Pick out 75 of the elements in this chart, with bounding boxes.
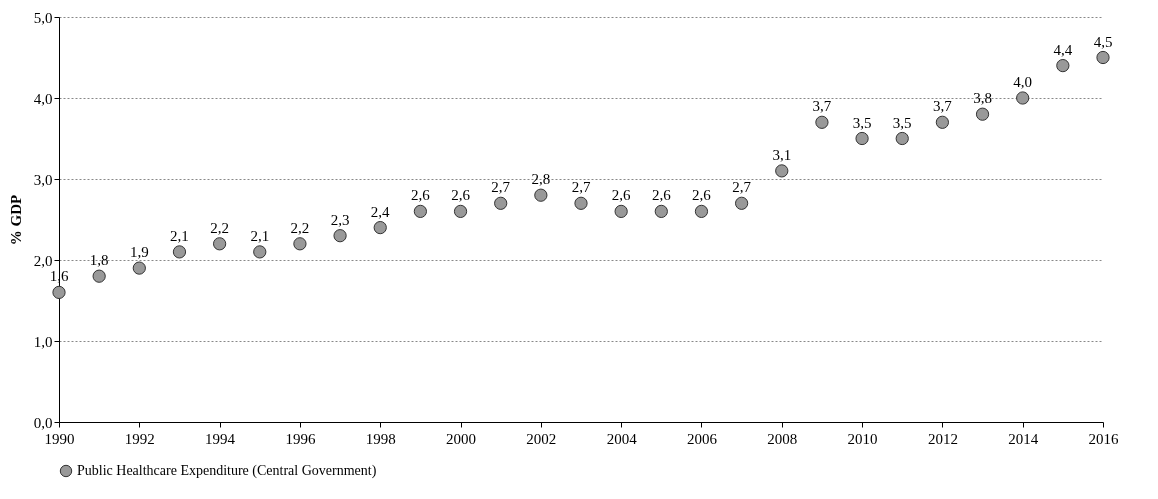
x-tick-label: 2006	[686, 430, 718, 447]
point	[574, 196, 588, 210]
x-tick-label: 2014	[1008, 430, 1039, 447]
data-label: 4,5	[1093, 33, 1113, 50]
data-label: 4,0	[1013, 74, 1033, 90]
x-tick-label: 1992	[124, 430, 155, 447]
point	[333, 229, 347, 243]
data-label: 3,7	[812, 98, 832, 115]
point	[92, 269, 106, 283]
data-label: 3,5	[852, 114, 872, 131]
data-label: 3,1	[772, 146, 792, 163]
x-tick-label: 1998	[365, 430, 396, 447]
point	[172, 245, 187, 259]
point	[253, 245, 267, 259]
point	[494, 196, 508, 210]
point	[855, 131, 869, 146]
point	[935, 115, 950, 129]
data-label: 2,6	[411, 187, 431, 204]
point	[212, 237, 227, 251]
x-tick-label: 1996	[285, 430, 316, 447]
y-axis-title: % GDP	[7, 194, 24, 246]
point	[534, 188, 548, 202]
data-label: 3,8	[973, 90, 992, 107]
data-label: 2,6	[651, 187, 672, 204]
data-label: 2,7	[491, 179, 511, 196]
y-tick-label: 5,0	[33, 9, 53, 26]
point	[1056, 58, 1070, 73]
data-label: 2,3	[330, 211, 350, 228]
data-label: 2,6	[611, 187, 632, 204]
point	[775, 164, 789, 178]
point	[132, 261, 146, 275]
y-tick-label: 0,0	[33, 414, 53, 431]
x-tick-label: 2004	[606, 430, 638, 447]
point	[975, 107, 990, 121]
y-tick-label: 3,0	[33, 171, 53, 188]
point	[413, 204, 428, 219]
data-label: 2,7	[571, 179, 591, 196]
data-label: 2,1	[250, 227, 270, 244]
point	[734, 196, 749, 210]
point	[293, 237, 307, 251]
data-label: 2,1	[170, 227, 189, 244]
y-tick-label: 2,0	[33, 252, 53, 269]
point	[694, 204, 709, 219]
data-label: 2,2	[210, 219, 229, 236]
x-tick-label: 1994	[205, 430, 236, 447]
x-tick-label: 2010	[847, 430, 878, 447]
x-tick-label: 2000	[446, 430, 477, 447]
point	[815, 115, 829, 129]
point	[1096, 50, 1110, 65]
point	[614, 204, 628, 219]
data-label: 2,7	[732, 179, 752, 196]
x-tick-label: 2016	[1088, 430, 1119, 447]
data-label: 1,9	[129, 244, 149, 261]
x-tick-label: 2008	[767, 430, 798, 447]
data-label: 2,6	[451, 187, 471, 204]
data-label: 2,6	[692, 187, 712, 204]
data-label: 2,2	[290, 219, 310, 236]
y-tick-label: 1,0	[33, 333, 53, 350]
data-label: 3,5	[892, 114, 912, 131]
point	[654, 204, 668, 219]
point	[373, 220, 387, 235]
point	[895, 131, 909, 146]
legend-label: Public Healthcare Expenditure (Central Government)	[77, 463, 377, 479]
data-label: 4,4	[1053, 41, 1073, 58]
point	[52, 285, 66, 300]
x-tick-label: 1990	[44, 430, 75, 447]
data-label: 2,4	[370, 203, 391, 220]
data-label: 2,8	[531, 171, 551, 188]
data-label: 1,8	[89, 252, 109, 269]
x-tick-label: 2012	[927, 430, 958, 447]
point	[1016, 91, 1030, 105]
point	[453, 204, 468, 219]
data-label: 3,7	[933, 98, 953, 115]
y-tick-label: 4,0	[33, 90, 53, 107]
x-tick-label: 2002	[526, 430, 557, 447]
